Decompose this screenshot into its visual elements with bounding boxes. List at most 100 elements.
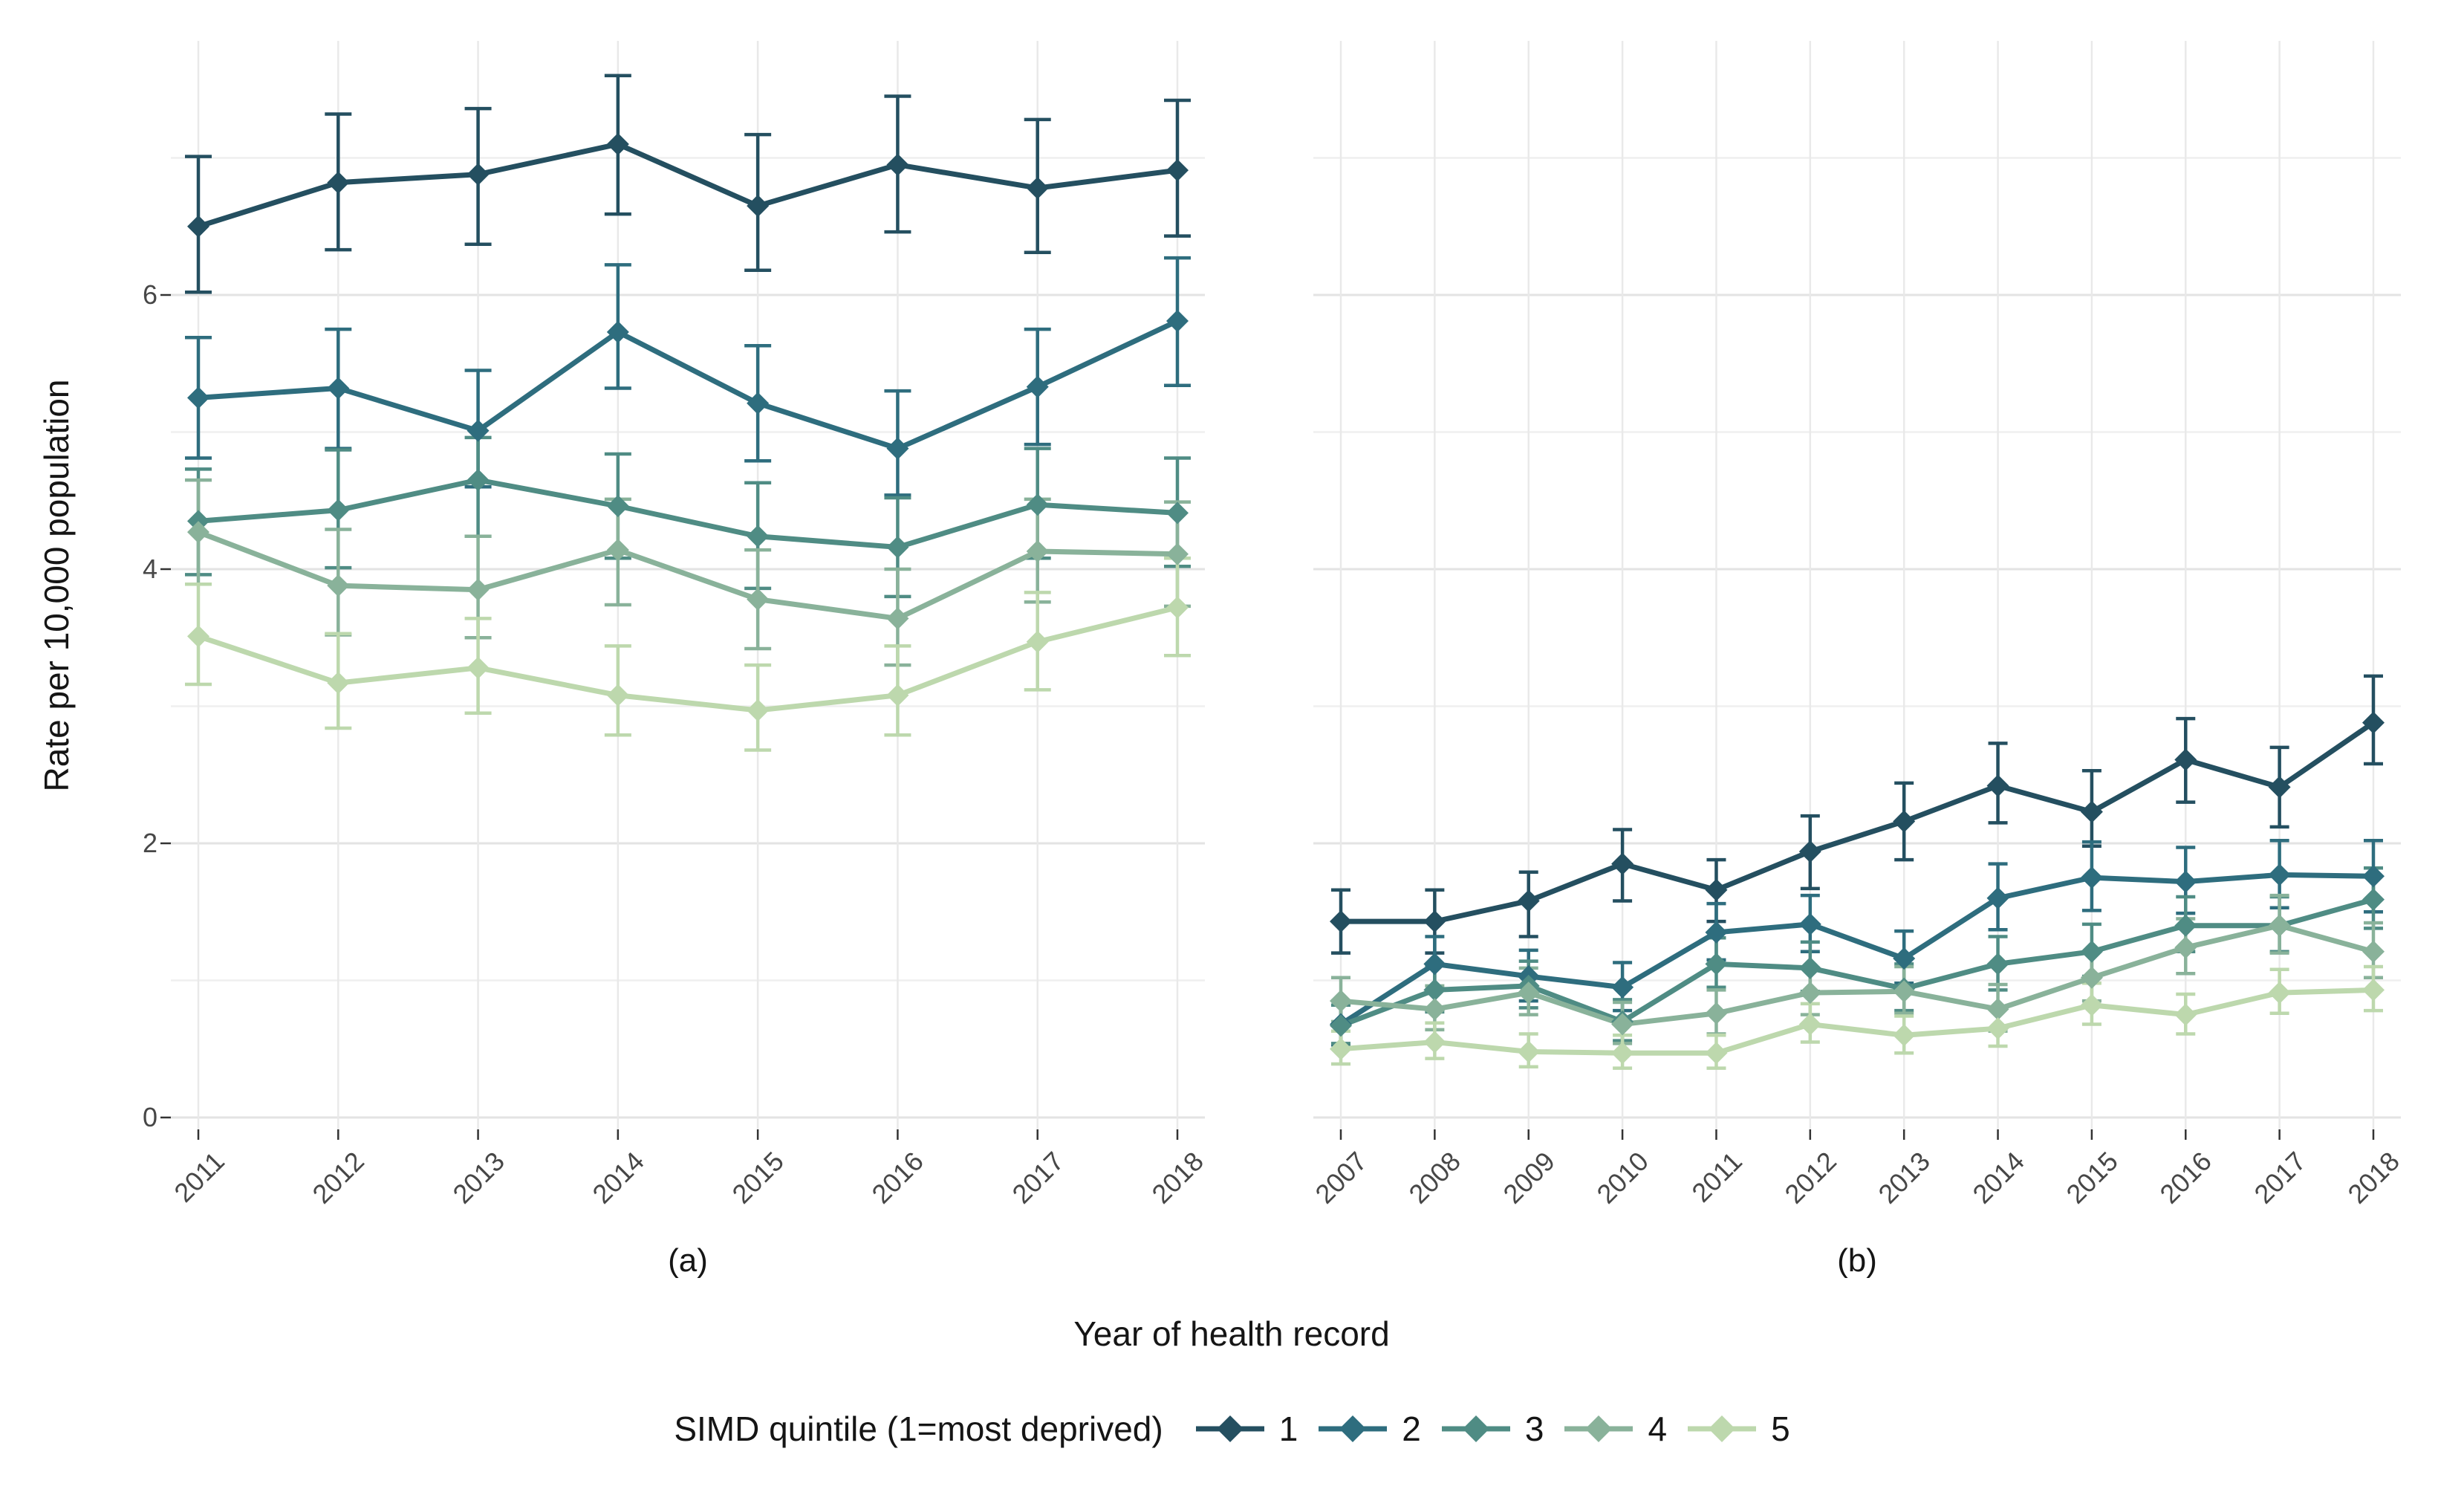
series-marker [1026,493,1049,516]
series-line-1 [1341,720,2375,924]
series-marker [886,607,909,630]
series-marker [1423,979,1446,1002]
series-line-1 [197,141,1178,230]
series-marker [1705,921,1728,944]
series-marker [1330,1037,1352,1060]
series-line-5 [1340,987,2374,1056]
y-axis-title: Rate per 10,000 population [37,379,76,792]
series-marker [1026,630,1049,653]
series-marker [1611,852,1634,875]
panel-b-caption: (b) [1837,1242,1877,1279]
series-marker [467,469,490,492]
series-marker [1798,956,1821,979]
y-tick-label: 2 [142,828,157,858]
series-marker [187,625,209,648]
series-marker [327,672,350,695]
series-marker [467,419,490,442]
series-marker [1986,1017,2009,1040]
series-marker [606,684,629,707]
series-marker [2080,866,2103,889]
series-marker [1986,953,2009,976]
series-marker [1611,1042,1634,1065]
series-marker [327,499,350,522]
series-marker [1893,980,1916,1003]
series-line-2 [1339,872,2374,1027]
series-marker [2174,748,2197,771]
series-line-4 [197,529,1178,622]
y-tick-label: 0 [142,1102,157,1132]
series-marker [1705,953,1728,976]
series-marker [1026,540,1049,563]
series-marker [1423,998,1446,1021]
series-marker [2268,776,2291,799]
series-marker [1026,177,1049,200]
series-marker [1893,947,1916,970]
series-marker [747,699,770,722]
series-marker [1611,1013,1634,1036]
series-marker [886,437,909,460]
series-marker [2080,966,2103,989]
series-marker [2268,914,2291,937]
series-marker [1166,310,1189,333]
series-line-2 [198,318,1179,452]
legend: SIMD quintile (1=most deprived) 1 2 3 4 5 [0,1409,2464,1449]
legend-label: 3 [1524,1409,1544,1448]
series-marker [187,521,209,544]
series-marker [606,133,629,156]
series-line-5 [197,605,1178,713]
series-marker [606,495,629,518]
series-marker [467,578,490,601]
series-marker [886,153,909,176]
series-marker [1611,976,1634,999]
series-marker [1517,889,1540,912]
series-marker [2174,914,2197,937]
series-marker [747,195,770,218]
series-marker [1798,982,1821,1005]
series-marker [1517,1040,1540,1063]
series-marker [2362,888,2385,911]
series-marker [1026,375,1049,398]
series-marker [747,525,770,548]
series-marker [467,656,490,679]
series-marker [1423,953,1446,976]
series-marker [1423,910,1446,933]
series-marker [1798,912,1821,935]
panel-a-caption: (a) [668,1242,708,1279]
series-marker [1705,878,1728,901]
series-marker [2174,1003,2197,1026]
legend-title: SIMD quintile (1=most deprived) [674,1409,1163,1448]
series-marker [2268,982,2291,1005]
series-marker [1986,886,2009,909]
series-marker [1798,840,1821,863]
series-line-4 [1340,923,2374,1028]
series-marker [886,684,909,707]
series-marker [467,163,490,186]
series-line-3 [1339,897,2374,1028]
series-marker [1893,1024,1916,1047]
series-marker [1166,159,1189,182]
series-marker [606,320,629,343]
series-marker [1705,1002,1728,1025]
series-marker [2362,940,2385,963]
series-marker [2362,865,2385,888]
legend-item-4: 4 [1563,1409,1667,1449]
legend-label: 2 [1402,1409,1421,1448]
series-marker [2080,940,2103,963]
series-marker [1986,774,2009,797]
legend-key-icon [1688,1415,1757,1442]
legend-item-5: 5 [1686,1409,1790,1449]
series-marker [187,386,209,409]
series-marker [2362,711,2385,734]
series-marker [1166,542,1189,565]
series-marker [1517,982,1540,1005]
series-marker [747,392,770,415]
series-marker [327,574,350,597]
series-marker [1705,1042,1728,1065]
series-marker [187,215,209,238]
legend-key-icon [1319,1415,1388,1442]
series-marker [747,588,770,611]
legend-label: 4 [1648,1409,1668,1448]
legend-label: 1 [1278,1409,1298,1448]
series-marker [1166,596,1189,619]
